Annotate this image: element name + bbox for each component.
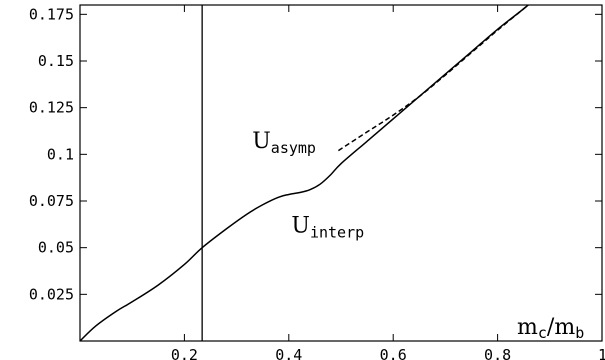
annotations-group: Uasymp Uinterp [252,129,364,242]
y-tick-label: 0.15 [38,52,74,70]
y-tick-label: 0.075 [29,192,74,210]
y-tick-label: 0.1 [47,145,74,163]
x-tick-label: 1 [598,346,605,360]
x-axis-ticks: 0.2 0.4 0.6 0.8 1 [171,5,605,360]
annotation-interp: Uinterp [291,214,364,242]
y-tick-label: 0.025 [29,285,74,303]
plot-frame [79,4,603,342]
x-tick-label: 0.4 [275,346,302,360]
annotation-asymp: Uasymp [252,129,316,157]
y-tick-label: 0.175 [29,5,74,23]
y-axis-ticks: 0.025 0.05 0.075 0.1 0.125 0.15 0.175 [29,5,602,303]
x-tick-label: 0.8 [484,346,511,360]
y-tick-label: 0.125 [29,99,74,117]
y-tick-label: 0.05 [38,239,74,257]
x-tick-label: 0.2 [171,346,198,360]
x-axis-label: mc/mb [517,315,584,342]
plot-axes [79,4,603,342]
x-tick-label: 0.6 [380,346,407,360]
asymptotic-curve [337,5,530,152]
interpolated-curve [80,5,530,341]
series-group [80,5,530,341]
